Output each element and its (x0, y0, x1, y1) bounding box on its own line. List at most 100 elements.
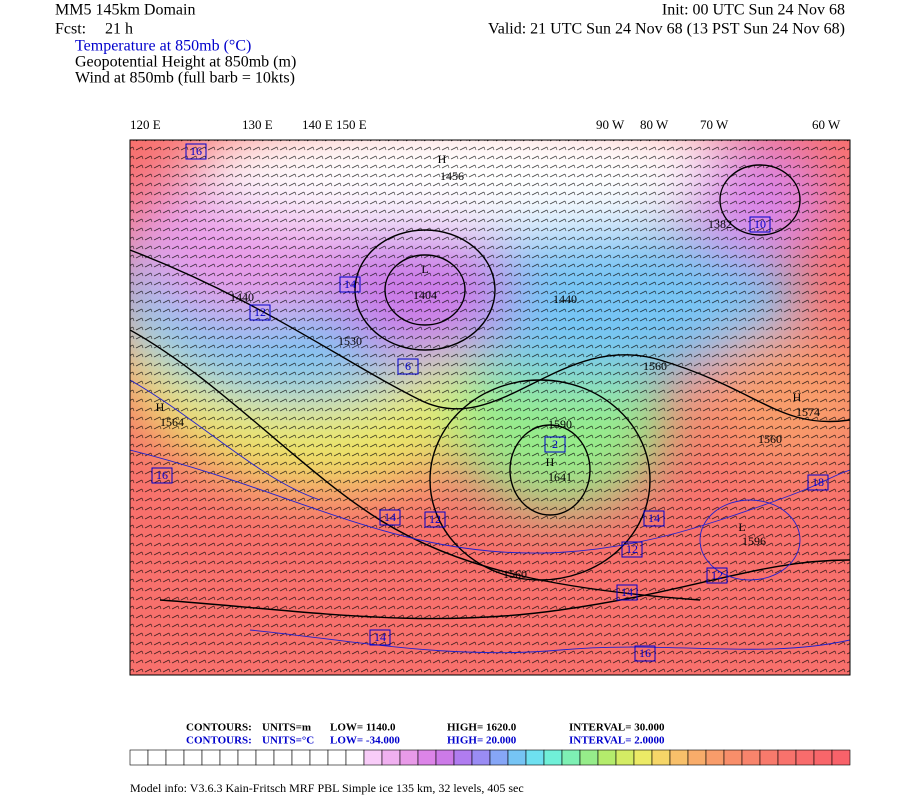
legend-interval: INTERVAL= 30.000 (569, 722, 665, 734)
field: Wind at 850mb (full barb = 10kts) (75, 70, 295, 87)
color-bar-cell (183, 749, 203, 766)
longitude-label: 120 E (130, 117, 161, 132)
color-bar-cell (417, 749, 437, 766)
legend-label: CONTOURS: (186, 722, 252, 734)
height-label: L (421, 262, 428, 276)
legend-interval: INTERVAL= 2.0000 (569, 735, 665, 747)
temperature-label-box (379, 509, 401, 526)
color-bar-cell (237, 749, 257, 766)
height-label: 1574 (796, 405, 820, 419)
height-label: 1590 (548, 417, 572, 431)
temperature-label: 12 (429, 512, 441, 526)
longitude-label: 130 E (242, 117, 273, 132)
color-bar-cell (363, 749, 383, 766)
color-bar-cell (543, 749, 563, 766)
temperature-label-box (544, 436, 566, 453)
temperature-label-box (807, 474, 829, 491)
longitude-label: 80 W (640, 117, 669, 132)
color-bar-cell (291, 749, 311, 766)
temperature-label: 2 (552, 437, 558, 451)
fcst-label: Fcst: (55, 21, 86, 38)
height-label: 1382 (708, 217, 732, 231)
longitude-label: 150 E (336, 117, 367, 132)
color-bar-cell (129, 749, 149, 766)
color-bar-cell (561, 749, 581, 766)
longitude-label: 70 W (700, 117, 729, 132)
contour-legend: CONTOURS: UNITS=m LOW= 1140.0 HIGH= 1620.0 I… (186, 722, 665, 747)
color-bar-cell (723, 749, 743, 766)
field: Geopotential Height at 850mb (m) (75, 54, 296, 71)
temperature-label-box (249, 304, 271, 321)
height-label: 1440 (553, 292, 577, 306)
legend-low: LOW= -34.000 (330, 735, 400, 747)
height-label: H (793, 390, 802, 404)
temperature-label-box (706, 567, 728, 584)
temperature-label: 10 (754, 217, 766, 231)
color-bar-cell (813, 749, 833, 766)
color-bar-cell (777, 749, 797, 766)
color-bar-cell (201, 749, 221, 766)
height-label: L (738, 520, 745, 534)
temperature-label: 14 (621, 585, 633, 599)
color-bar-cell (831, 749, 851, 766)
height-label: H (546, 455, 555, 469)
temperature-label: 14 (374, 630, 386, 644)
color-bar-cell (147, 749, 167, 766)
color-bar-cell (435, 749, 455, 766)
temperature-label-box (151, 467, 173, 484)
temperature-label: 16 (190, 144, 202, 158)
temperature-label: 12 (254, 305, 266, 319)
temperature-label: 16 (639, 646, 651, 660)
map-frame (129, 139, 851, 676)
color-bar-cell (759, 749, 779, 766)
temperature-label-box (339, 276, 361, 293)
temperature-label-box (424, 511, 446, 528)
height-label: 1560 (643, 359, 667, 373)
color-bar-cell (381, 749, 401, 766)
temperature-label-box (621, 541, 643, 558)
temperature-label: 16 (156, 468, 168, 482)
domain: MM5 145km Domain (55, 2, 195, 19)
temperature-label: 6 (405, 359, 411, 373)
height-label: 1560 (503, 567, 527, 581)
temperature-label-box (643, 510, 665, 527)
color-bar-cell (327, 749, 347, 766)
color-bar-cell (399, 749, 419, 766)
height-label: 1440 (230, 290, 254, 304)
temperature-label-box (634, 645, 656, 662)
color-bar-cell (525, 749, 545, 766)
color-bar-cell (795, 749, 815, 766)
height-label: 1641 (548, 470, 572, 484)
height-label: 1404 (413, 288, 437, 302)
color-bar-cell (579, 749, 599, 766)
legend-units: UNITS=°C (262, 735, 314, 747)
color-bar-cell (615, 749, 635, 766)
temperature-label-box (185, 143, 207, 160)
legend-low: LOW= 1140.0 (330, 722, 396, 734)
color-bar-cell (705, 749, 725, 766)
legend-high: HIGH= 20.000 (447, 735, 517, 747)
color-bar-cell (687, 749, 707, 766)
color-bar-cell (273, 749, 293, 766)
color-bar-cell (651, 749, 671, 766)
fcst-value: 21 h (105, 21, 133, 38)
temperature-label-box (369, 629, 391, 646)
color-bar-cell (219, 749, 239, 766)
height-label: 1596 (742, 534, 766, 548)
field: Temperature at 850mb (°C) (75, 38, 251, 55)
height-label: 1530 (338, 334, 362, 348)
color-bar-cell (507, 749, 527, 766)
temperature-label: 12 (626, 542, 638, 556)
color-bar-cell (489, 749, 509, 766)
temperature-label: 14 (648, 511, 660, 525)
color-bar-cell (741, 749, 761, 766)
temperature-label: 14 (344, 277, 356, 291)
color-bar-cell (345, 749, 365, 766)
color-bar-cell (597, 749, 617, 766)
temperature-label: 12 (711, 568, 723, 582)
temperature-label-box (749, 216, 771, 233)
height-label: H (438, 152, 447, 166)
init-time: Init: 00 UTC Sun 24 Nov 68 (662, 2, 845, 19)
